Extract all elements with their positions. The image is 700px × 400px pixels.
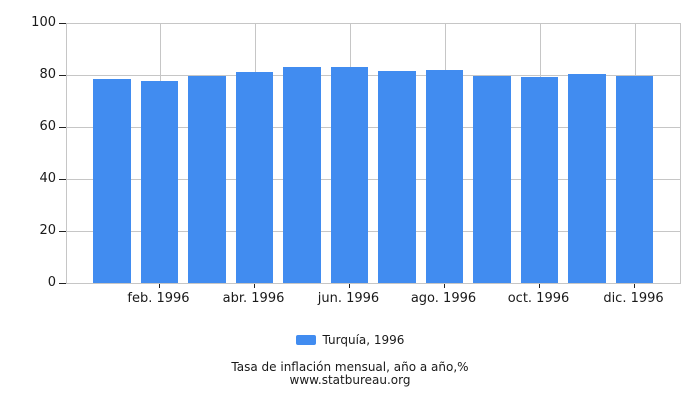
bar-nov. 1996 (568, 73, 606, 283)
bar-ago. 1996 (425, 69, 464, 283)
y-axis-label: 100 (31, 15, 56, 30)
y-axis-label: 60 (39, 119, 56, 134)
x-axis-tick (538, 284, 540, 288)
bar-mar. 1996 (188, 75, 226, 283)
y-axis-tick (59, 75, 66, 76)
legend-swatch-icon (295, 335, 316, 345)
gridline-h (67, 75, 680, 76)
y-axis-label: 40 (39, 171, 56, 186)
chart-title: Tasa de inflación mensual, año a año,% (231, 360, 469, 374)
y-axis-tick (59, 23, 66, 24)
x-axis-label: jun. 1996 (317, 291, 380, 306)
x-axis-label: feb. 1996 (127, 291, 190, 306)
x-axis-tick (158, 284, 160, 288)
bar-abr. 1996 (235, 71, 274, 283)
x-axis-tick (348, 284, 350, 288)
x-axis-label: abr. 1996 (222, 291, 285, 306)
bar-oct. 1996 (520, 77, 559, 283)
gridline-h (67, 179, 680, 180)
legend: Turquía, 1996 (0, 333, 700, 347)
chart-footer: Tasa de inflación mensual, año a año,% w… (0, 361, 700, 387)
y-axis-tick (59, 231, 66, 232)
legend-label: Turquía, 1996 (322, 333, 405, 347)
x-axis-tick (443, 284, 445, 288)
bar-jul. 1996 (378, 70, 416, 283)
y-axis-tick (59, 127, 66, 128)
y-axis-label: 20 (39, 223, 56, 238)
gridline-h (67, 231, 680, 232)
y-axis-label: 0 (47, 275, 56, 290)
x-axis-tick (633, 284, 635, 288)
y-axis-tick (59, 283, 66, 284)
y-axis-label: 80 (39, 67, 56, 82)
x-axis-tick (253, 284, 255, 288)
gridline-h (67, 127, 680, 128)
plot-area (66, 23, 681, 284)
bar-ene. 1996 (93, 79, 131, 283)
bar-sep. 1996 (473, 76, 511, 283)
gridline-h (67, 23, 680, 24)
bar-feb. 1996 (140, 81, 179, 283)
bar-dic. 1996 (615, 75, 654, 283)
y-axis-tick (59, 179, 66, 180)
bar-jun. 1996 (330, 66, 369, 283)
chart-subtitle: www.statbureau.org (289, 373, 411, 387)
bar-may. 1996 (283, 67, 321, 283)
x-axis-label: oct. 1996 (507, 291, 570, 306)
x-axis-label: dic. 1996 (603, 291, 664, 306)
x-axis-label: ago. 1996 (410, 291, 477, 306)
